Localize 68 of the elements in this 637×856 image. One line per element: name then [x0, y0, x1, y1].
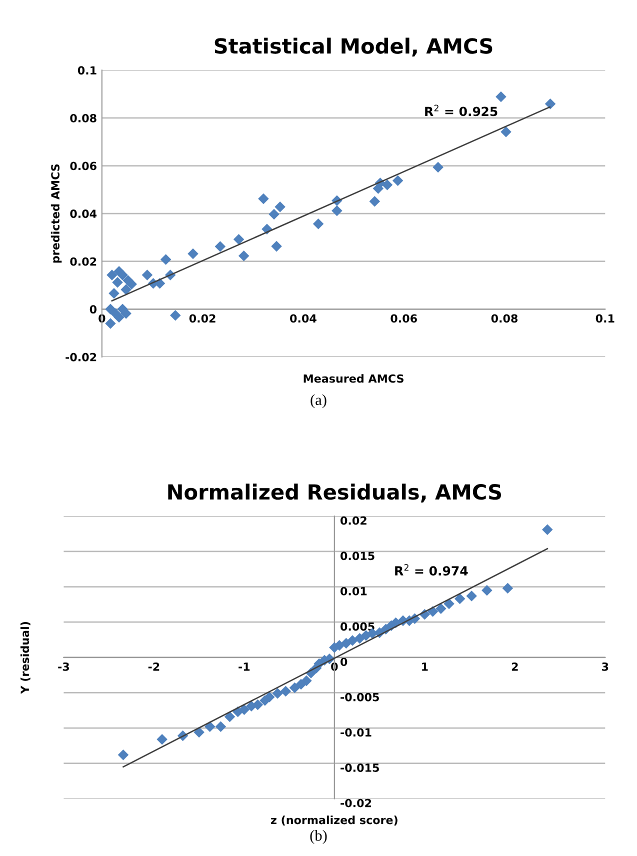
point: [108, 288, 120, 299]
x-tick-label: 0.02: [189, 314, 216, 323]
y-tick-label: 0.08: [70, 114, 96, 122]
x-tick-label: 3: [602, 662, 608, 671]
point: [496, 91, 506, 102]
x-tick-label: -3: [58, 662, 69, 671]
y-tick-label: 0.02: [70, 257, 96, 266]
point: [120, 284, 132, 295]
text: (b): [310, 830, 327, 844]
point: [114, 312, 124, 323]
x-tick-label: 1: [422, 662, 428, 671]
point: [126, 278, 137, 290]
y-tick-label: 0.02: [340, 516, 366, 525]
point: [117, 270, 128, 280]
x-tick-label: 2: [512, 662, 518, 671]
y-tick-label: -0.015: [340, 764, 379, 772]
y-tick-label: -0.01: [340, 728, 372, 737]
point: [142, 270, 153, 280]
point: [271, 240, 282, 252]
point: [544, 98, 556, 110]
point: [233, 234, 244, 245]
x-tick-label: 0: [98, 314, 106, 323]
chart-title: Normalized Residuals, AMCS: [168, 484, 502, 502]
point: [382, 180, 393, 190]
x-tick-label: 0.08: [491, 314, 518, 323]
point: [258, 193, 269, 204]
point: [332, 205, 342, 216]
y-tick-label: -0.02: [340, 798, 372, 808]
point: [170, 310, 181, 321]
point: [188, 248, 198, 260]
y-tick-label: 0.005: [340, 622, 374, 631]
y-tick-label: -0.02: [66, 352, 96, 362]
point: [274, 202, 286, 212]
point: [238, 250, 250, 262]
y-tick-label: 0.06: [70, 162, 96, 170]
y-axis-title: Y (residual): [20, 622, 30, 694]
point: [106, 270, 118, 280]
x-axis-title: z (normalized score): [270, 816, 398, 826]
x-tick-label: -2: [148, 662, 160, 671]
point: [268, 208, 280, 220]
x-axis-title: Measured AMCS: [304, 374, 404, 383]
point: [105, 318, 116, 329]
text: (a): [310, 394, 326, 408]
point: [392, 175, 404, 186]
y-tick-label: 0.015: [340, 552, 374, 560]
y-tick-label: 0.01: [340, 586, 367, 596]
point: [112, 277, 123, 288]
x-tick-label: 0: [331, 662, 338, 671]
chart-title: Statistical Model, AMCS: [214, 38, 492, 56]
y-tick-label: 0.1: [78, 66, 96, 75]
annotation: R$^{2}$ = 0.974: [395, 564, 468, 576]
y-axis-title: predicted AMCS: [50, 164, 62, 263]
y-tick-label: -0.005: [340, 692, 379, 702]
x-tick-label: 0.04: [290, 314, 316, 323]
point: [214, 241, 226, 252]
y-tick-label: 0.04: [70, 210, 97, 218]
x-tick-label: 0.1: [596, 314, 614, 323]
point: [312, 218, 324, 230]
annotation: R$^{2}$ = 0.925: [425, 104, 498, 116]
y-tick-label: 0: [90, 305, 97, 314]
x-tick-label: 0.06: [390, 314, 417, 323]
point: [500, 126, 512, 138]
point: [160, 254, 172, 265]
x-tick-label: -1: [238, 662, 250, 671]
point: [369, 196, 380, 207]
point: [432, 162, 444, 173]
point: [120, 308, 132, 319]
point: [372, 183, 384, 194]
